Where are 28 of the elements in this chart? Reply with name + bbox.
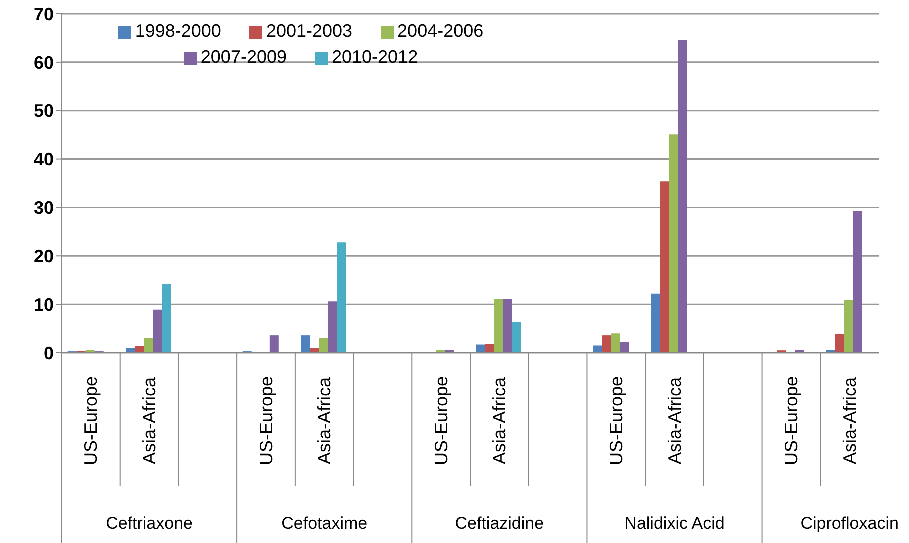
x-tick-label: US-Europe bbox=[431, 376, 452, 466]
legend-label: 1998-2000 bbox=[135, 21, 222, 41]
text: Ceftiazidine bbox=[455, 514, 544, 533]
x-tick-label: US-Europe bbox=[606, 376, 626, 466]
y-tick-label: 60 bbox=[34, 52, 54, 73]
y-tick-label: 30 bbox=[34, 198, 54, 218]
y-tick-label: 10 bbox=[34, 294, 54, 315]
y-tick-label: 0 bbox=[44, 343, 54, 364]
x-tick-label: US-Europe bbox=[781, 376, 802, 466]
text: Nalidixic Acid bbox=[624, 514, 725, 533]
x-tick-label: Asia-Africa bbox=[490, 376, 510, 465]
legend-label: 2004-2006 bbox=[398, 21, 484, 41]
x-tick-label: Asia-Africa bbox=[140, 376, 160, 465]
legend-label: 2001-2003 bbox=[266, 21, 353, 41]
y-tick-label: 20 bbox=[34, 246, 54, 267]
y-tick-label: 70 bbox=[34, 4, 54, 24]
legend-label: 2007-2009 bbox=[200, 47, 287, 67]
x-tick-label: Asia-Africa bbox=[314, 376, 335, 465]
x-tick-label: US-Europe bbox=[81, 376, 102, 466]
text: Ceftriaxone bbox=[106, 514, 194, 533]
text: Ciprofloxacin bbox=[800, 514, 899, 533]
x-tick-label: US-Europe bbox=[256, 376, 276, 466]
x-tick-label: Asia-Africa bbox=[664, 376, 685, 465]
y-tick-label: 40 bbox=[34, 150, 54, 170]
y-tick-label: 50 bbox=[34, 101, 54, 122]
text: Cefotaxime bbox=[282, 514, 368, 533]
x-tick-label: Asia-Africa bbox=[840, 376, 860, 465]
legend-label: 2010-2012 bbox=[332, 47, 418, 67]
